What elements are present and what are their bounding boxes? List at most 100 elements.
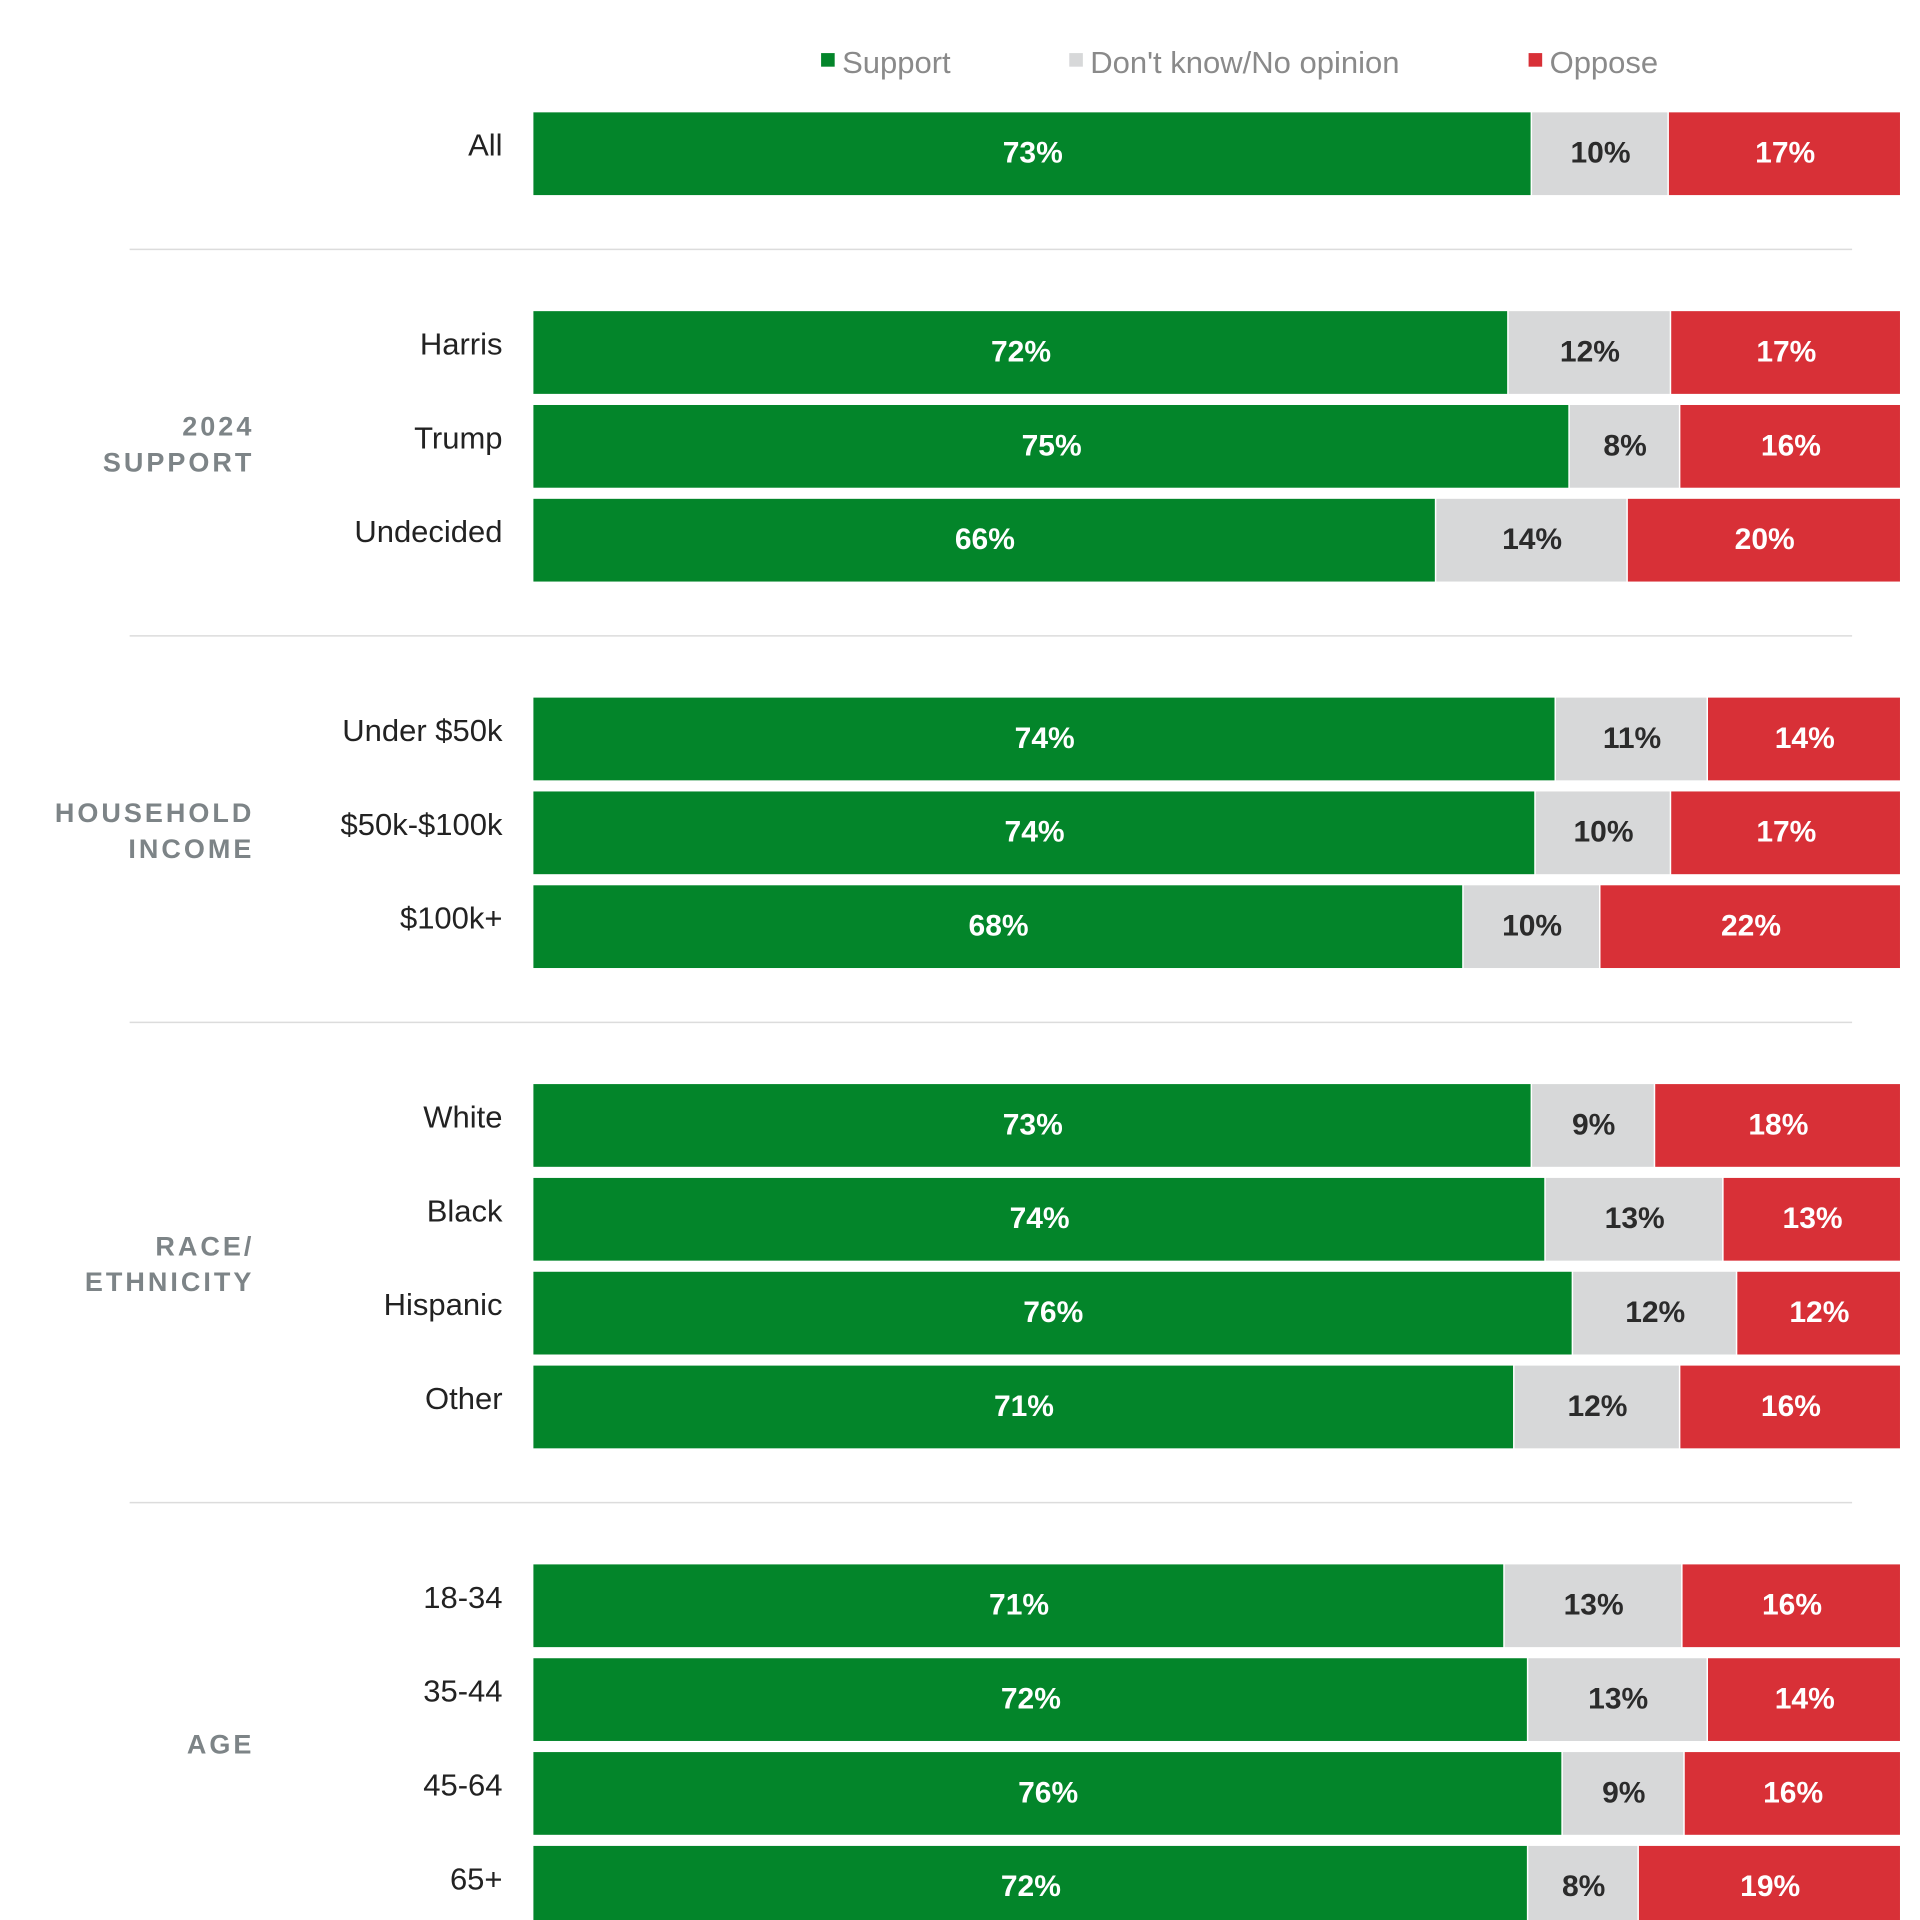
data-label-oppose: 14% [1775,722,1835,755]
data-label-support: 71% [989,1589,1049,1622]
data-label-support: 74% [1005,816,1065,849]
data-label-support: 71% [994,1390,1054,1423]
data-label-dk: 13% [1564,1589,1624,1622]
bar-segment-oppose [1708,1658,1900,1741]
group-2: Under $50k 74% 11% 14% $50k-$100k 74% 10% 17% $1… [55,635,1900,969]
row-label: All [468,128,502,163]
legend-swatch-dk [1069,53,1083,67]
bar-segment-dk [1436,498,1627,582]
legend-label-oppose: Oppose [1550,45,1659,80]
bar-segment-dk [1573,1271,1736,1355]
data-label-oppose: 20% [1735,523,1795,556]
data-label-dk: 12% [1560,335,1620,368]
row-label: Trump [414,420,502,455]
row-label: 35-44 [423,1674,502,1709]
bar-segment-support [533,885,1463,969]
bar-segment-dk [1556,697,1707,781]
bar-row: 35-44 72% 13% 14% [423,1658,1900,1741]
bar-segment-dk [1569,404,1679,488]
bar-row: Black 74% 13% 13% [427,1177,1900,1261]
data-label-dk: 11% [1603,722,1661,755]
bar-segment-support [533,1845,1527,1920]
data-label-oppose: 16% [1762,1589,1822,1622]
bar-segment-dk [1528,1845,1638,1920]
group-label: AGE [187,1730,255,1760]
data-label-dk: 10% [1502,910,1562,943]
bar-segment-dk [1545,1177,1723,1261]
data-label-oppose: 12% [1789,1296,1849,1329]
bar-segment-oppose [1627,498,1900,582]
bar-segment-oppose [1671,791,1900,875]
data-label-oppose: 19% [1740,1870,1800,1903]
group-label: INCOME [128,834,254,864]
bar-segment-oppose [1600,885,1900,969]
row-label: $50k-$100k [341,807,504,842]
bar-segment-support [533,311,1508,394]
data-label-oppose: 18% [1748,1108,1808,1141]
chart-groups: All 73% 10% 17% Harris 72% 12% 17% Trump 75% 8% 16%… [55,112,1900,1920]
group-label: HOUSEHOLD [55,798,255,828]
bar-row: Trump 75% 8% 16% [414,404,1900,488]
bar-segment-dk [1532,112,1668,196]
bar-segment-support [533,1365,1514,1449]
data-label-dk: 10% [1573,816,1633,849]
row-label: White [423,1099,502,1134]
group-label: RACE/ [155,1231,254,1261]
data-label-support: 74% [1010,1202,1070,1235]
bar-row: Harris 72% 12% 17% [420,311,1900,394]
data-label-dk: 12% [1567,1390,1627,1423]
group-3: White 73% 9% 18% Black 74% 13% 13% Hispanic 76% 12… [85,1021,1900,1449]
bar-segment-oppose [1638,1845,1900,1920]
data-label-oppose: 16% [1761,1390,1821,1423]
bar-segment-dk [1528,1658,1707,1741]
legend-item-oppose: Oppose [1528,45,1659,80]
data-label-support: 72% [1001,1683,1061,1716]
bar-row: Undecided 66% 14% 20% [354,498,1900,582]
row-label: Under $50k [342,713,503,748]
bar-row: White 73% 9% 18% [423,1084,1900,1167]
data-label-oppose: 22% [1721,910,1781,943]
legend-label-support: Support [842,45,951,80]
row-label: Hispanic [384,1287,503,1322]
group-label: SUPPORT [103,447,255,477]
bar-segment-dk [1514,1365,1679,1449]
bar-row: 18-34 71% 13% 16% [423,1564,1900,1648]
data-label-dk: 8% [1603,429,1646,462]
data-label-support: 72% [991,335,1051,368]
row-label: 65+ [450,1861,503,1896]
bar-segment-oppose [1671,311,1900,394]
legend: Support Don't know/No opinion Oppose [821,45,1658,80]
data-label-oppose: 17% [1755,137,1815,170]
bar-segment-dk [1562,1752,1684,1835]
data-label-oppose: 16% [1761,429,1821,462]
bar-row: Under $50k 74% 11% 14% [342,697,1900,781]
group-label: ETHNICITY [85,1267,255,1297]
bar-segment-support [533,1084,1531,1167]
data-label-support: 66% [955,523,1015,556]
row-label: 18-34 [423,1580,502,1615]
data-label-support: 76% [1023,1296,1083,1329]
row-label: 45-64 [423,1767,502,1802]
bar-row: All 73% 10% 17% [468,112,1900,196]
data-label-dk: 8% [1562,1870,1605,1903]
group-label: 2024 [182,412,254,442]
bar-segment-oppose [1684,1752,1900,1835]
bar-segment-dk [1532,1084,1654,1167]
data-label-dk: 13% [1588,1683,1648,1716]
data-label-dk: 13% [1605,1202,1665,1235]
row-label: Harris [420,327,503,362]
bar-row: $100k+ 68% 10% 22% [400,885,1900,969]
bar-row: Other 71% 12% 16% [425,1365,1900,1449]
bar-segment-oppose [1708,697,1900,781]
data-label-dk: 9% [1602,1776,1645,1809]
bar-row: Hispanic 76% 12% 12% [384,1271,1900,1355]
data-label-oppose: 17% [1756,816,1816,849]
row-label: $100k+ [400,901,503,936]
data-label-dk: 9% [1572,1108,1615,1141]
bar-row: 65+ 72% 8% 19% [450,1845,1900,1920]
row-label: Undecided [354,514,502,549]
legend-label-dk: Don't know/No opinion [1090,45,1399,80]
bar-segment-support [533,404,1569,488]
bar-segment-oppose [1668,112,1900,196]
